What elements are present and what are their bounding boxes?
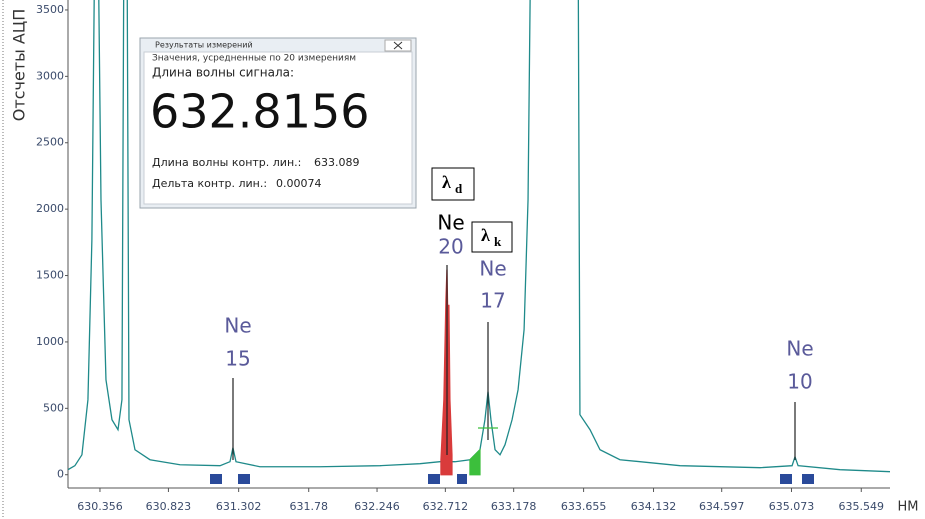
y-tick-label: 2500: [36, 136, 64, 149]
x-unit: НМ: [898, 500, 919, 515]
lambda-k: λ: [481, 225, 490, 245]
range-markers: [210, 474, 814, 484]
x-tick-label: 634.597: [699, 500, 745, 513]
y-tick-label: 0: [57, 468, 64, 481]
row-value: 633.089: [314, 156, 360, 169]
row-value: 0.00074: [276, 177, 322, 190]
y-axis-label: Отсчеты АЦП: [10, 9, 29, 121]
x-tick-label: 634.132: [631, 500, 677, 513]
x-tick-label: 633.178: [491, 500, 537, 513]
lambda-d-sub: d: [455, 181, 463, 196]
x-tick-label: 633.655: [561, 500, 607, 513]
x-tick-label: 630.823: [146, 500, 192, 513]
row-label: Дельта контр. лин.:: [152, 177, 267, 190]
dialog: Результаты измерений Значения, усредненн…: [139, 37, 417, 209]
x-tick-label: 631.78: [289, 500, 328, 513]
spectrum-line: [68, 0, 890, 473]
x-tick-label: 635.073: [769, 500, 815, 513]
line-label: Ne: [479, 257, 506, 281]
line-number: 10: [787, 370, 812, 394]
dialog-value: 632.8156: [150, 85, 370, 139]
x-tick-label: 632.712: [423, 500, 469, 513]
x-tick-label: 632.246: [354, 500, 400, 513]
dialog-note: Значения, усредненные по 20 измерениям: [152, 54, 356, 64]
row-label: Длина волны контр. лин.:: [152, 156, 301, 169]
x-tick-label: 630.356: [77, 500, 123, 513]
line-markers: [232, 265, 796, 460]
y-tick-label: 1000: [36, 335, 64, 348]
lambda-d: λ: [442, 172, 451, 192]
close-icon: [393, 41, 403, 50]
dialog-body: [143, 51, 413, 205]
x-tick-label: 631.302: [216, 500, 262, 513]
line-label: Ne: [437, 211, 464, 235]
y-tick-label: 2000: [36, 202, 64, 215]
y-tick-label: 3500: [36, 3, 64, 16]
y-tick-label: 3000: [36, 69, 64, 82]
x-tick-label: 635.549: [839, 500, 885, 513]
line-label: Ne: [224, 314, 251, 338]
line-number: 17: [480, 289, 505, 313]
dialog-label: Длина волны сигнала:: [152, 66, 294, 80]
line-label: Ne: [786, 337, 813, 361]
peak-area: [469, 448, 481, 476]
lambda-k-box: [471, 221, 513, 253]
lambda-k-sub: k: [494, 234, 502, 249]
dialog-title: Результаты измерений: [155, 41, 253, 50]
line-number: 15: [225, 347, 250, 371]
lambda-d-box: [431, 167, 475, 201]
line-labels: Ne 15 Ne 20 Ne 17 Ne 10: [224, 211, 813, 394]
line-number: 20: [438, 235, 463, 259]
y-tick-label: 500: [43, 401, 64, 414]
y-tick-label: 1500: [36, 269, 64, 282]
